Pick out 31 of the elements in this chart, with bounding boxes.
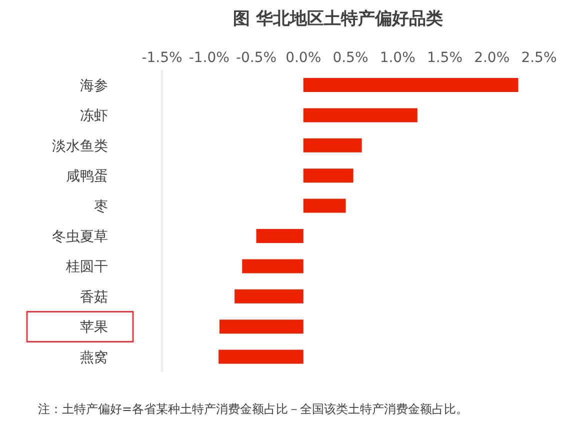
bar — [234, 289, 304, 304]
y-tick-label: 苹果 — [80, 320, 108, 336]
chart-title: 图 华北地区土特产偏好品类 — [232, 8, 444, 31]
x-tick-label: 2.0% — [474, 50, 510, 66]
x-tick-label: -1.0% — [188, 50, 230, 66]
y-tick-label: 冬虫夏草 — [52, 229, 108, 245]
x-tick-label: 1.5% — [426, 50, 463, 66]
y-tick-label: 淡水鱼类 — [52, 138, 108, 154]
bar — [303, 78, 518, 92]
bar — [303, 138, 362, 152]
x-tick-label: -1.5% — [142, 50, 182, 66]
bar — [219, 320, 304, 334]
x-tick-label: 0.5% — [332, 50, 368, 66]
y-tick-label: 咸鸭蛋 — [66, 168, 108, 185]
y-tick-label: 桂圆干 — [65, 259, 108, 276]
y-tick-label: 冻虾 — [80, 108, 108, 124]
bar — [303, 168, 354, 183]
x-tick-label: 0.0% — [286, 50, 322, 66]
bar — [256, 229, 304, 243]
text: 注：土特产偏好=各省某种土特产消费金额占比－全国该类土特产消费金额占比。 — [38, 401, 470, 418]
bar — [303, 108, 418, 122]
bar — [303, 198, 346, 213]
y-tick-label: 海参 — [80, 78, 108, 94]
bar — [218, 350, 304, 364]
bar — [242, 259, 304, 274]
x-tick-label: 2.5% — [521, 50, 557, 66]
y-tick-label: 枣 — [94, 198, 108, 215]
x-tick-label: 1.0% — [380, 50, 416, 66]
y-tick-label: 燕窝 — [80, 350, 108, 366]
y-tick-label: 香菇 — [80, 289, 108, 306]
x-tick-label: -0.5% — [236, 50, 277, 66]
